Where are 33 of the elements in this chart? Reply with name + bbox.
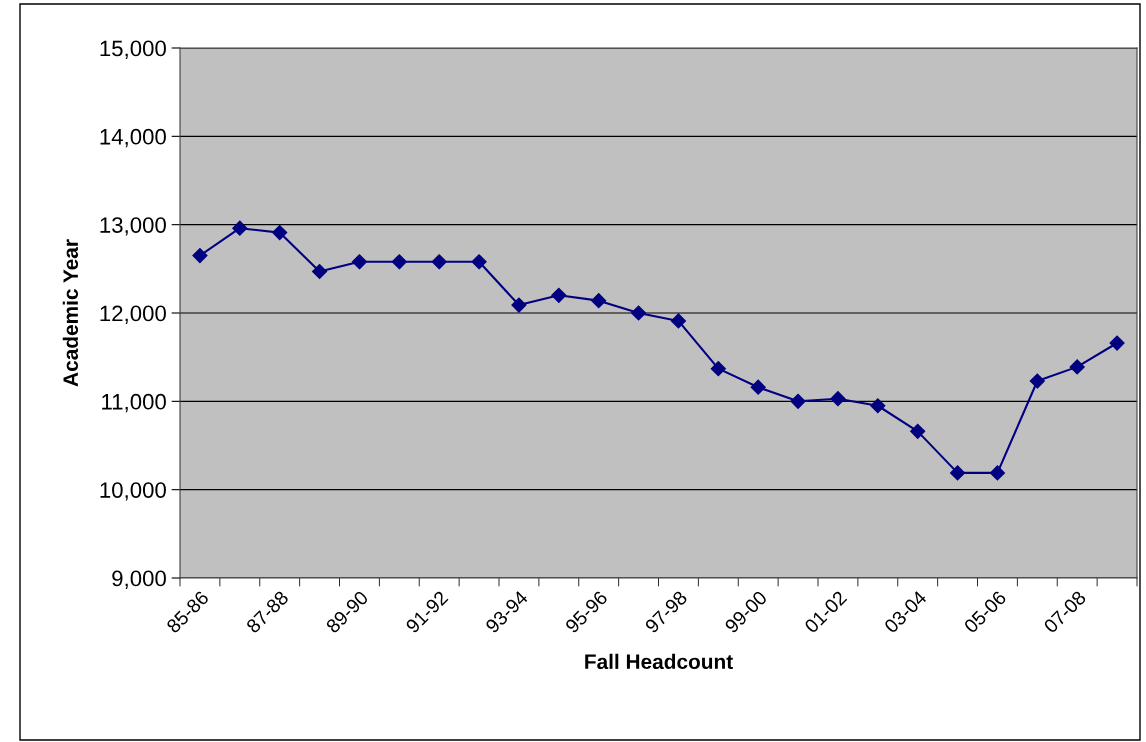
point (591, 293, 607, 309)
y-tick-label: 13,000 (100, 217, 166, 236)
y-tick-label: 15,000 (100, 40, 166, 59)
point (790, 393, 806, 409)
point (870, 398, 886, 414)
point (431, 254, 447, 270)
point (511, 297, 527, 313)
point (750, 379, 766, 395)
point (1029, 373, 1045, 389)
y-axis-title: Academic Year (62, 239, 79, 387)
point (391, 254, 407, 270)
y-tick-label: 11,000 (102, 393, 166, 413)
point (989, 465, 1006, 481)
x-axis-title: Fall Headcount (585, 653, 733, 670)
point (630, 305, 647, 321)
point (1109, 335, 1125, 351)
y-tick-label: 10,000 (100, 482, 166, 501)
point (949, 465, 966, 481)
point (910, 423, 926, 439)
point (351, 254, 368, 270)
point (232, 220, 248, 236)
y-tick-label: 12,000 (100, 305, 166, 324)
point (471, 254, 487, 270)
y-tick-label: 14,000 (100, 128, 166, 148)
point (1069, 359, 1085, 375)
point (830, 391, 846, 407)
point (710, 361, 726, 377)
point (192, 248, 208, 264)
point (551, 287, 567, 303)
point (670, 313, 687, 329)
point (272, 225, 288, 241)
point (311, 263, 328, 280)
y-tick-label: 9,000 (112, 570, 166, 589)
